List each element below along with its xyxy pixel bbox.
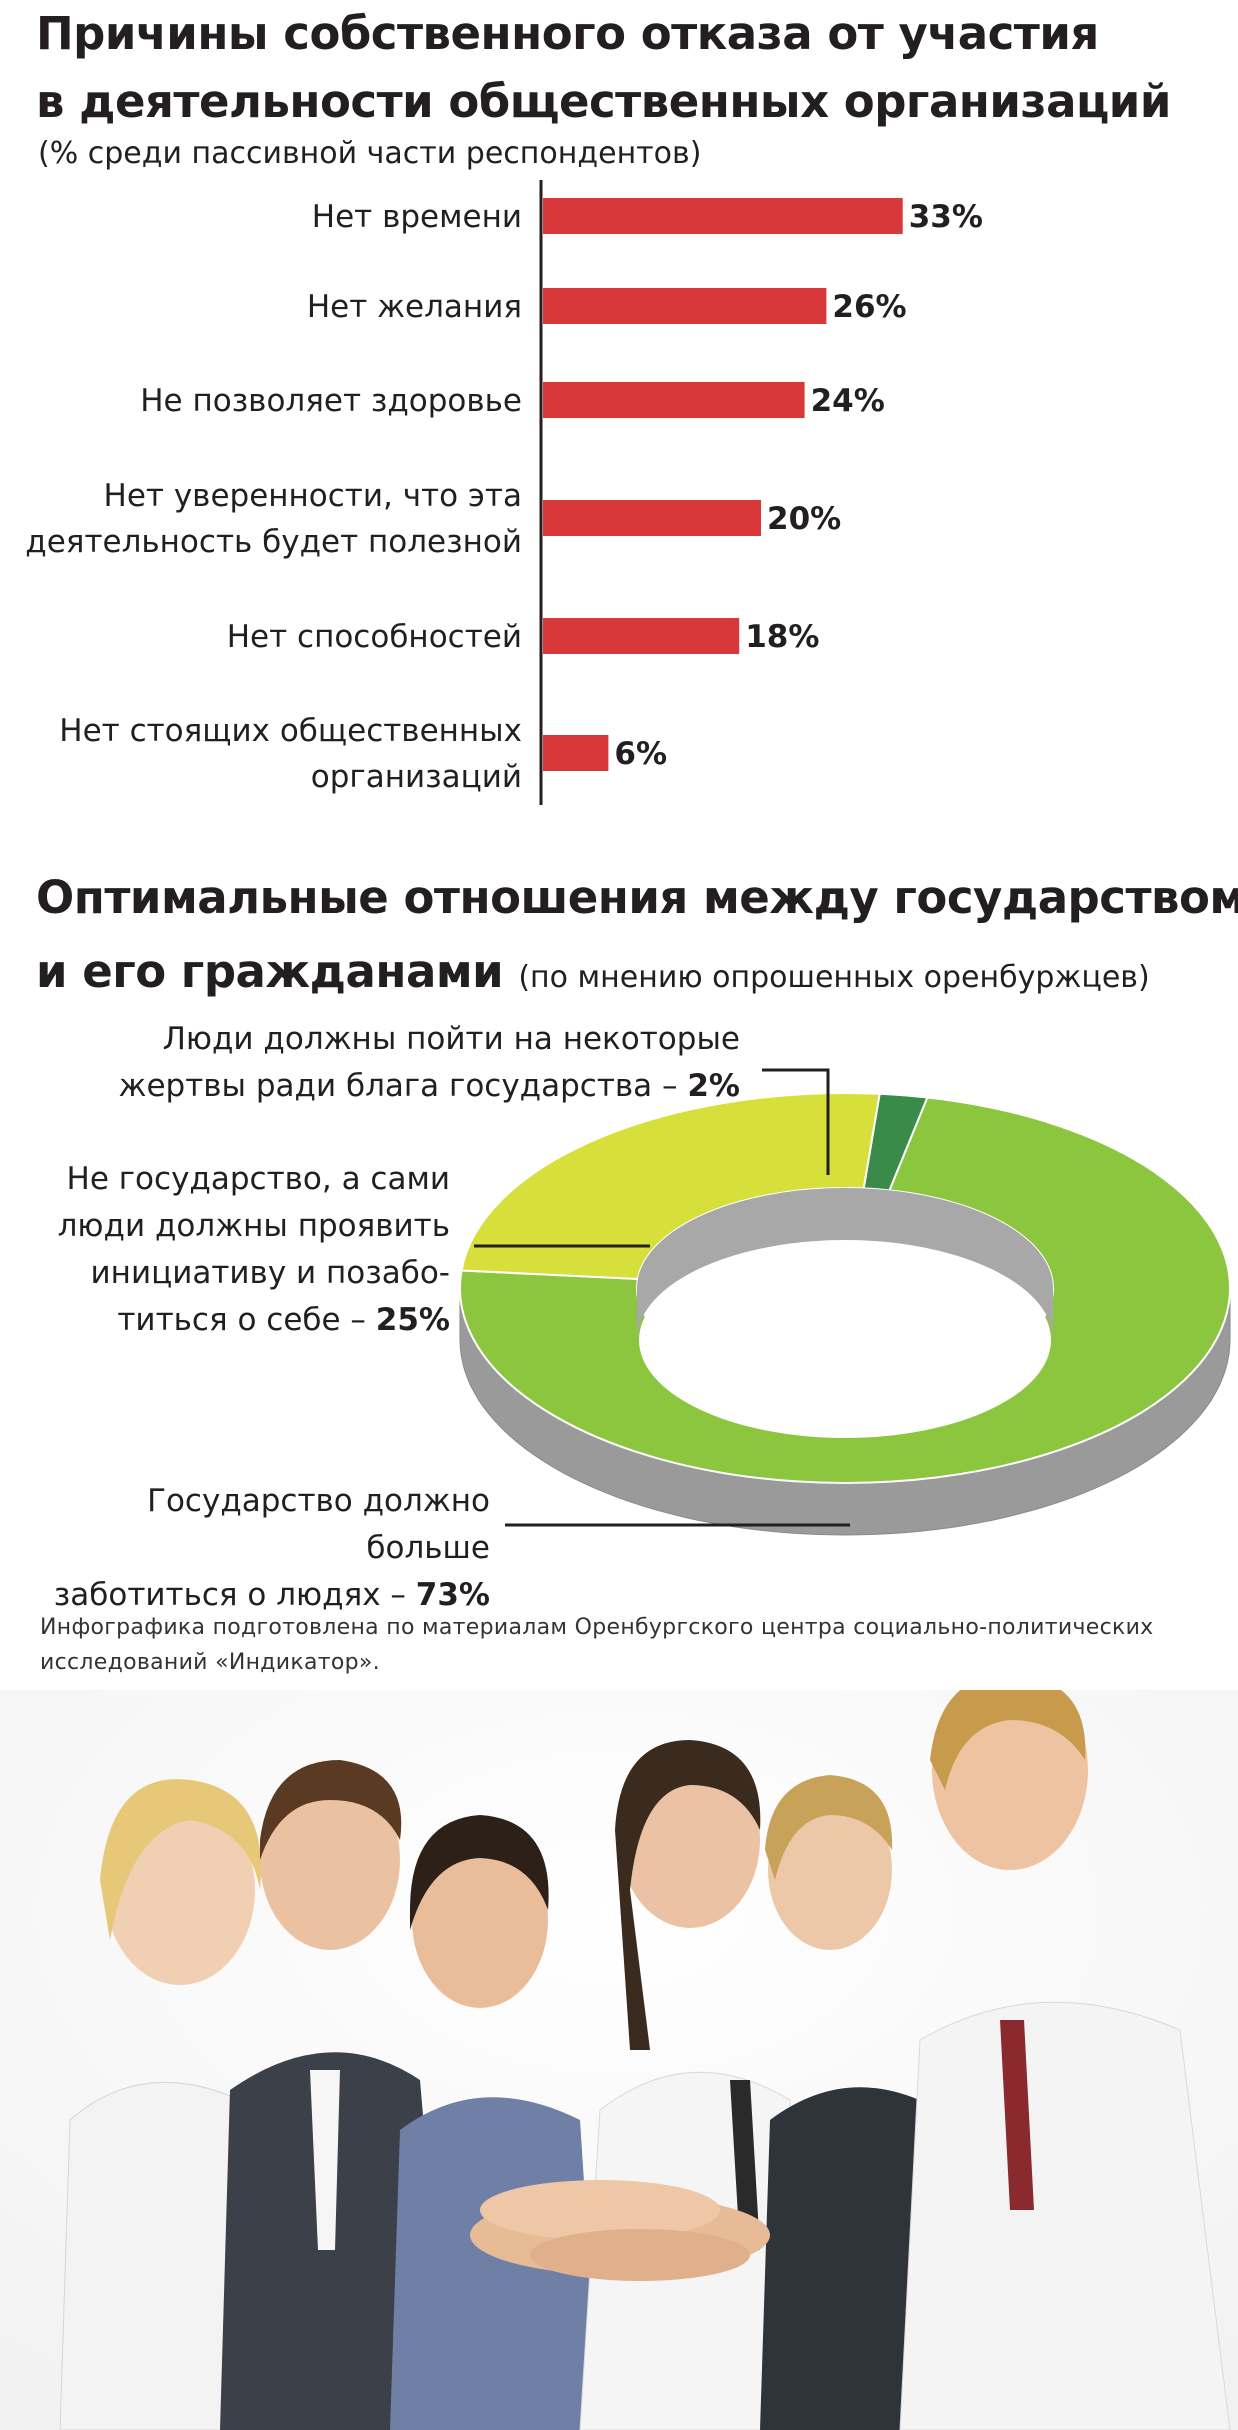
donut-chart-title-bold: и его гражданами	[36, 945, 504, 998]
bar-3	[543, 500, 761, 536]
bar-value-label-4: 18%	[745, 619, 819, 655]
donut-chart-subtitle: (по мнению опрошенных оренбуржцев)	[518, 960, 1150, 995]
slice-label-2-line-1: Люди должны пойти на некоторые	[162, 1021, 740, 1057]
leader-line-2	[762, 1068, 830, 1175]
donut-hole	[639, 1242, 1051, 1438]
bar-category-label-4-0: Нет способностей	[227, 619, 522, 655]
bar-category-label-2-0: Не позволяет здоровье	[140, 383, 522, 419]
bar-category-label-3-1: деятельность будет полезной	[25, 524, 522, 560]
bar-chart-subtitle: (% среди пассивной части респондентов)	[38, 136, 702, 171]
slice-label-0-line-2: заботиться о людях –	[53, 1577, 416, 1613]
bar-2	[543, 382, 805, 418]
bar-0	[543, 198, 903, 234]
person-3	[390, 1815, 600, 2430]
bar-4	[543, 618, 740, 654]
slice-label-1-line-3: инициативу и позабо-	[90, 1255, 450, 1291]
slice-value-0: 73%	[415, 1577, 490, 1613]
slice-label-1: Не государство, а сами люди должны прояв…	[40, 1156, 450, 1344]
donut-chart-title-line-1: Оптимальные отношения между государством	[36, 871, 1238, 924]
bar-chart-title-line-2: в деятельности общественных организаций	[36, 75, 1171, 128]
bar-value-label-2: 24%	[811, 383, 885, 419]
bar-category-label-0-0: Нет времени	[312, 199, 522, 235]
slice-label-2: Люди должны пойти на некоторые жертвы ра…	[40, 1016, 740, 1110]
bar-value-label-0: 33%	[909, 199, 983, 235]
person-6	[899, 1690, 1231, 2430]
donut-chart-title-line-2: и его гражданами (по мнению опрошенных о…	[36, 944, 1150, 1006]
bar-1	[543, 288, 827, 324]
slice-label-0: Государство должно больше заботиться о л…	[20, 1478, 490, 1619]
footnote: Инфографика подготовлена по материалам О…	[40, 1610, 1220, 1680]
slice-label-1-line-1: Не государство, а сами	[66, 1161, 450, 1197]
bar-category-label-1-0: Нет желания	[307, 289, 522, 325]
slice-label-2-line-2: жертвы ради блага государства –	[118, 1068, 688, 1104]
bar-value-label-3: 20%	[767, 501, 841, 537]
bar-category-label-3-0: Нет уверенности, что эта	[104, 478, 522, 514]
joined-hands	[470, 2180, 770, 2281]
footnote-line-1: Инфографика подготовлена по материалам О…	[40, 1615, 1154, 1640]
slice-value-2: 2%	[687, 1068, 740, 1104]
donut-chart	[459, 1068, 1231, 1536]
slice-label-1-line-2: люди должны проявить	[57, 1208, 450, 1244]
donut-inner-wall	[637, 1188, 1053, 1340]
bar-5	[543, 735, 609, 771]
slice-label-0-line-1: Государство должно больше	[147, 1483, 490, 1566]
bar-category-label-5-0: Нет стоящих общественных	[59, 713, 522, 749]
group-photo-illustration	[0, 1690, 1238, 2430]
bar-category-label-5-1: организаций	[311, 759, 522, 795]
bar-value-label-1: 26%	[832, 289, 906, 325]
person-2	[220, 1760, 450, 2430]
bar-value-label-5: 6%	[614, 736, 667, 772]
slice-value-1: 25%	[375, 1302, 450, 1338]
slice-label-1-line-4: титься о себе –	[117, 1302, 376, 1338]
bar-chart-title-line-1: Причины собственного отказа от участия	[36, 7, 1099, 60]
footnote-line-2: исследований «Индикатор».	[40, 1650, 380, 1675]
group-photo	[0, 1690, 1238, 2430]
bar-chart: 33% Нет времени 26% Нет желания 24% Не позвол…	[25, 180, 983, 805]
